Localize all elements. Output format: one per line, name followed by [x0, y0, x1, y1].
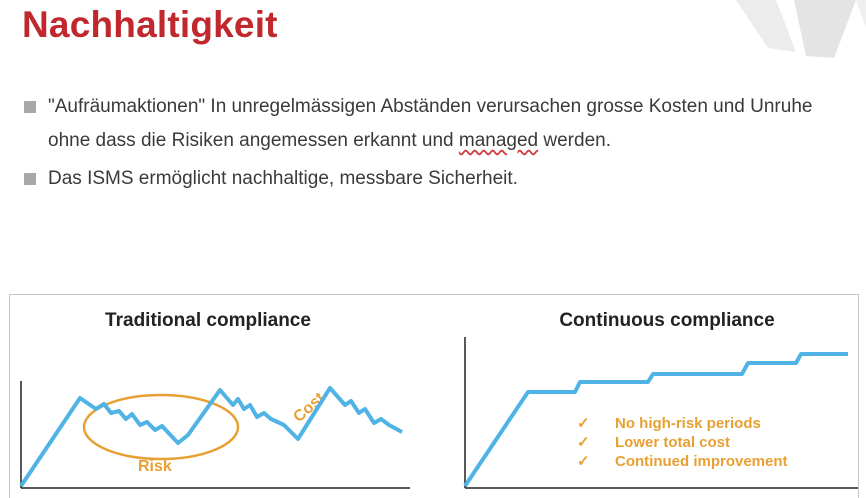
continuous-compliance-line — [463, 352, 848, 488]
bullet-text: Das ISMS ermöglicht nachhaltige, messbar… — [48, 168, 518, 189]
risk-ellipse — [82, 393, 240, 461]
risk-label: Risk — [138, 458, 172, 475]
check-icon: ✓ — [577, 434, 590, 451]
bullet-list: "Aufräumaktionen" In unregelmässigen Abs… — [24, 90, 824, 196]
bullet-text-tail: werden. — [538, 130, 611, 151]
spellcheck-word: managed — [458, 130, 539, 151]
checklist-item: Continued improvement — [615, 453, 788, 470]
compliance-figure: Traditional compliance Risk Cost Continu… — [9, 294, 859, 498]
compliance-figure-svg: Traditional compliance Risk Cost Continu… — [19, 310, 858, 489]
checklist: ✓ No high-risk periods ✓ Lower total cos… — [577, 415, 788, 470]
right-panel-heading: Continuous compliance — [559, 310, 774, 331]
check-icon: ✓ — [577, 415, 590, 432]
square-bullet-icon — [24, 173, 36, 185]
bullet-item: Das ISMS ermöglicht nachhaltige, messbar… — [24, 162, 824, 196]
square-bullet-icon — [24, 101, 36, 113]
left-panel-heading: Traditional compliance — [105, 310, 311, 331]
bullet-text: "Aufräumaktionen" In unregelmässigen Abs… — [48, 96, 813, 151]
checklist-item: Lower total cost — [615, 434, 730, 451]
bullet-item: "Aufräumaktionen" In unregelmässigen Abs… — [24, 90, 824, 158]
check-icon: ✓ — [577, 453, 590, 470]
logo-watermark — [736, 0, 866, 58]
traditional-compliance-line — [19, 386, 403, 488]
slide-title: Nachhaltigkeit — [22, 4, 278, 45]
checklist-item: No high-risk periods — [615, 415, 761, 432]
